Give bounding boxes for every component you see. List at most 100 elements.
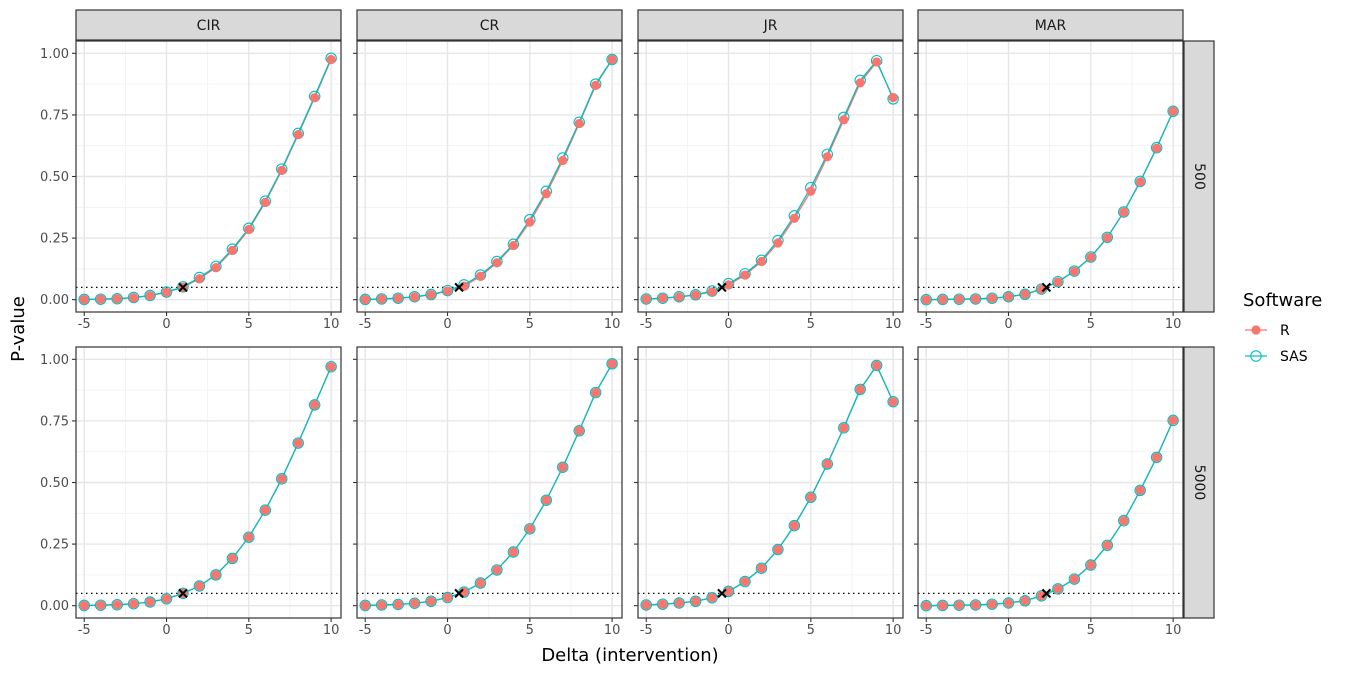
y-tick-label: 0.75 xyxy=(40,108,69,123)
point-sas xyxy=(953,599,965,611)
crossing-marker xyxy=(717,282,727,293)
x-tick-label: -5 xyxy=(78,317,91,332)
point-r xyxy=(541,495,551,505)
point-sas xyxy=(969,293,982,305)
point-r xyxy=(211,570,221,580)
point-r xyxy=(607,359,617,369)
x-tick-label: 0 xyxy=(1004,317,1012,332)
x-tick-label: 10 xyxy=(1165,623,1182,638)
strip-background xyxy=(1183,346,1215,619)
x-tick-label: -5 xyxy=(359,623,372,638)
point-sas xyxy=(936,599,949,612)
series-line-sas xyxy=(926,420,1174,607)
point-sas xyxy=(673,597,685,609)
point-r xyxy=(1053,584,1063,594)
x-tick-label: 0 xyxy=(443,623,451,638)
panel-mar-500 xyxy=(917,40,1184,313)
point-r xyxy=(987,293,997,303)
x-tick-label: -5 xyxy=(640,623,653,638)
point-r xyxy=(756,563,767,573)
series-line-sas xyxy=(84,366,332,607)
point-sas xyxy=(474,577,487,589)
point-sas xyxy=(1019,288,1031,301)
point-r xyxy=(822,459,832,469)
point-r xyxy=(360,600,370,611)
y-tick-label: 0.50 xyxy=(40,476,69,491)
point-r xyxy=(475,271,486,281)
point-sas xyxy=(441,284,454,297)
point-r xyxy=(607,54,617,65)
point-sas xyxy=(160,286,173,298)
point-sas xyxy=(375,293,388,305)
point-r xyxy=(954,294,964,304)
point-r xyxy=(723,280,734,290)
point-r xyxy=(921,601,931,611)
strip-label: CIR xyxy=(197,18,221,34)
point-sas xyxy=(127,597,140,610)
point-r xyxy=(1102,540,1112,550)
point-sas xyxy=(375,599,388,611)
point-r xyxy=(855,384,865,394)
point-r xyxy=(277,474,287,484)
strip-label: JR xyxy=(763,18,778,34)
point-r xyxy=(260,505,270,515)
x-tick-label: 10 xyxy=(604,317,621,332)
point-r xyxy=(244,224,254,235)
point-sas xyxy=(739,575,751,588)
point-sas xyxy=(425,288,437,301)
series-line-sas xyxy=(365,363,613,607)
point-r xyxy=(244,532,254,542)
point-r xyxy=(1036,591,1047,601)
point-sas xyxy=(193,580,206,592)
strip-col-jr: JR xyxy=(637,9,904,41)
point-r xyxy=(1135,485,1145,495)
strip-col-mar: MAR xyxy=(917,9,1184,41)
point-r xyxy=(789,521,799,531)
legend-label: SAS xyxy=(1280,349,1308,365)
point-sas xyxy=(408,290,421,303)
point-sas xyxy=(425,595,437,607)
point-r xyxy=(1020,289,1030,299)
point-r xyxy=(377,600,387,610)
point-sas xyxy=(969,599,982,611)
y-tick-label: 0.00 xyxy=(40,293,69,308)
point-sas xyxy=(441,591,454,604)
point-r xyxy=(872,57,882,67)
point-sas xyxy=(1101,539,1114,552)
point-sas xyxy=(606,358,618,370)
point-r xyxy=(574,426,584,436)
strip-background xyxy=(356,9,623,41)
point-r xyxy=(1152,143,1162,153)
x-tick-label: -5 xyxy=(640,317,653,332)
point-sas xyxy=(1002,290,1015,303)
point-sas xyxy=(1150,141,1163,154)
point-sas xyxy=(870,359,883,372)
point-sas xyxy=(1150,451,1163,464)
point-sas xyxy=(689,289,702,301)
point-r xyxy=(691,290,701,300)
point-sas xyxy=(1117,206,1130,218)
point-sas xyxy=(94,599,107,611)
point-r xyxy=(442,592,453,603)
point-sas xyxy=(408,597,421,609)
point-sas xyxy=(953,293,965,305)
point-sas xyxy=(656,292,669,304)
point-sas xyxy=(573,425,585,437)
point-r xyxy=(1086,560,1096,570)
panel-cir-500 xyxy=(75,40,342,313)
x-tick-label: 10 xyxy=(885,317,902,332)
legend-items: R SAS xyxy=(1245,323,1308,365)
point-sas xyxy=(1167,105,1179,117)
y-tick-label: 0.00 xyxy=(40,599,69,614)
point-r xyxy=(773,238,783,248)
point-r xyxy=(227,553,237,563)
point-r xyxy=(194,274,205,284)
point-sas xyxy=(243,531,255,543)
legend-key-point xyxy=(1250,350,1262,362)
point-r xyxy=(674,598,684,608)
crossing-marker xyxy=(454,588,464,599)
point-r xyxy=(277,165,287,175)
point-r xyxy=(1135,177,1145,187)
x-tick-label: -5 xyxy=(920,623,933,638)
point-r xyxy=(839,115,849,125)
